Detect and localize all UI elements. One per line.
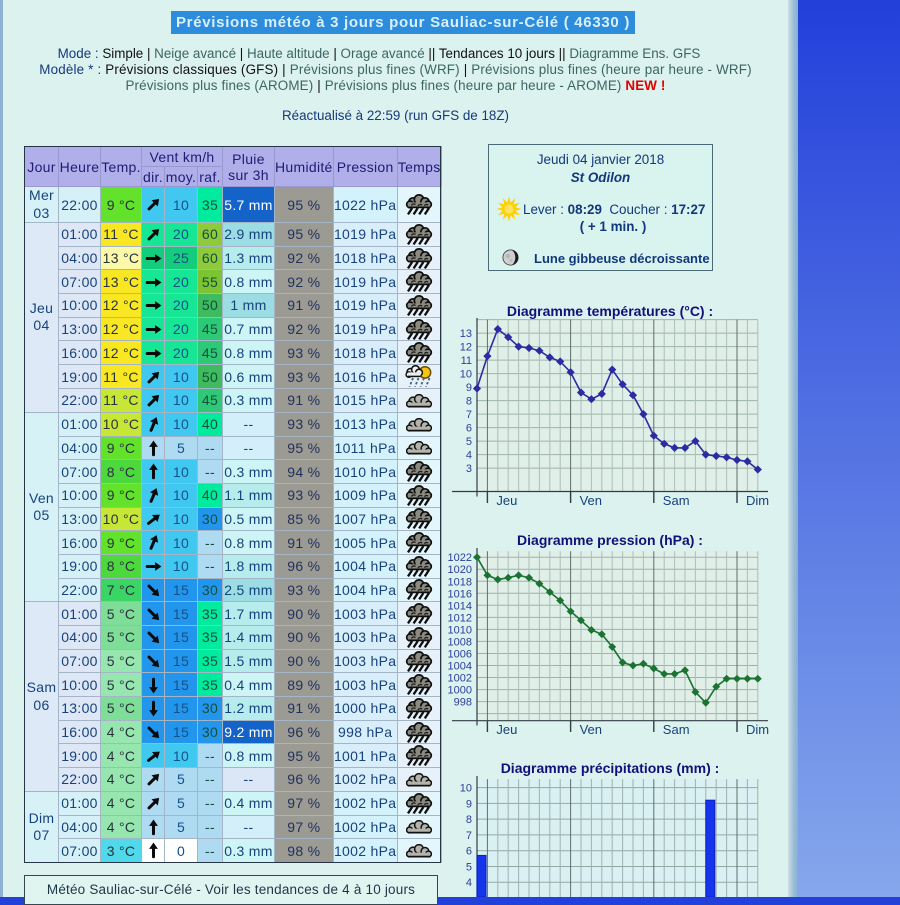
svg-text:1020: 1020 [448, 564, 472, 576]
svg-text:10: 10 [460, 783, 472, 795]
svg-text:7: 7 [466, 409, 472, 421]
svg-text:1022: 1022 [448, 552, 472, 564]
svg-text:6: 6 [466, 846, 472, 858]
svg-text:Dim: Dim [746, 722, 769, 737]
svg-text:Sam: Sam [663, 493, 690, 508]
svg-text:1016: 1016 [448, 588, 472, 600]
svg-text:7: 7 [466, 830, 472, 842]
svg-text:Jeu: Jeu [496, 722, 517, 737]
svg-text:Ven: Ven [580, 493, 602, 508]
svg-text:Dim: Dim [746, 493, 769, 508]
svg-text:6: 6 [466, 423, 472, 435]
svg-text:Diagramme températures (°C) :: Diagramme températures (°C) : [507, 303, 713, 319]
svg-text:Jeu: Jeu [496, 493, 517, 508]
svg-text:1006: 1006 [448, 649, 472, 661]
svg-text:8: 8 [466, 814, 472, 826]
svg-text:12: 12 [460, 342, 472, 354]
svg-text:1018: 1018 [448, 576, 472, 588]
svg-text:4: 4 [466, 877, 472, 889]
svg-text:13: 13 [460, 328, 472, 340]
svg-text:1012: 1012 [448, 612, 472, 624]
svg-text:Diagramme pression (hPa) :: Diagramme pression (hPa) : [517, 532, 703, 548]
svg-text:1004: 1004 [448, 661, 472, 673]
svg-text:10: 10 [460, 369, 472, 381]
svg-text:998: 998 [454, 697, 472, 709]
svg-text:9: 9 [466, 798, 472, 810]
svg-text:Ven: Ven [580, 722, 602, 737]
svg-text:1002: 1002 [448, 673, 472, 685]
svg-text:5: 5 [466, 436, 472, 448]
svg-text:4: 4 [466, 450, 472, 462]
svg-text:5: 5 [466, 862, 472, 874]
svg-text:1014: 1014 [448, 600, 472, 612]
svg-text:1008: 1008 [448, 636, 472, 648]
svg-text:Diagramme précipitations (mm): Diagramme précipitations (mm) : [501, 760, 720, 776]
svg-text:Sam: Sam [663, 722, 690, 737]
svg-text:3: 3 [466, 463, 472, 475]
svg-text:1010: 1010 [448, 624, 472, 636]
svg-text:1000: 1000 [448, 685, 472, 697]
svg-text:8: 8 [466, 396, 472, 408]
svg-text:9: 9 [466, 382, 472, 394]
svg-text:11: 11 [461, 355, 472, 367]
